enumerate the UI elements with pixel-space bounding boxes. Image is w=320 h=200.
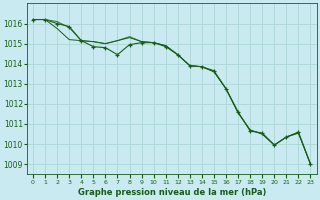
X-axis label: Graphe pression niveau de la mer (hPa): Graphe pression niveau de la mer (hPa) xyxy=(77,188,266,197)
